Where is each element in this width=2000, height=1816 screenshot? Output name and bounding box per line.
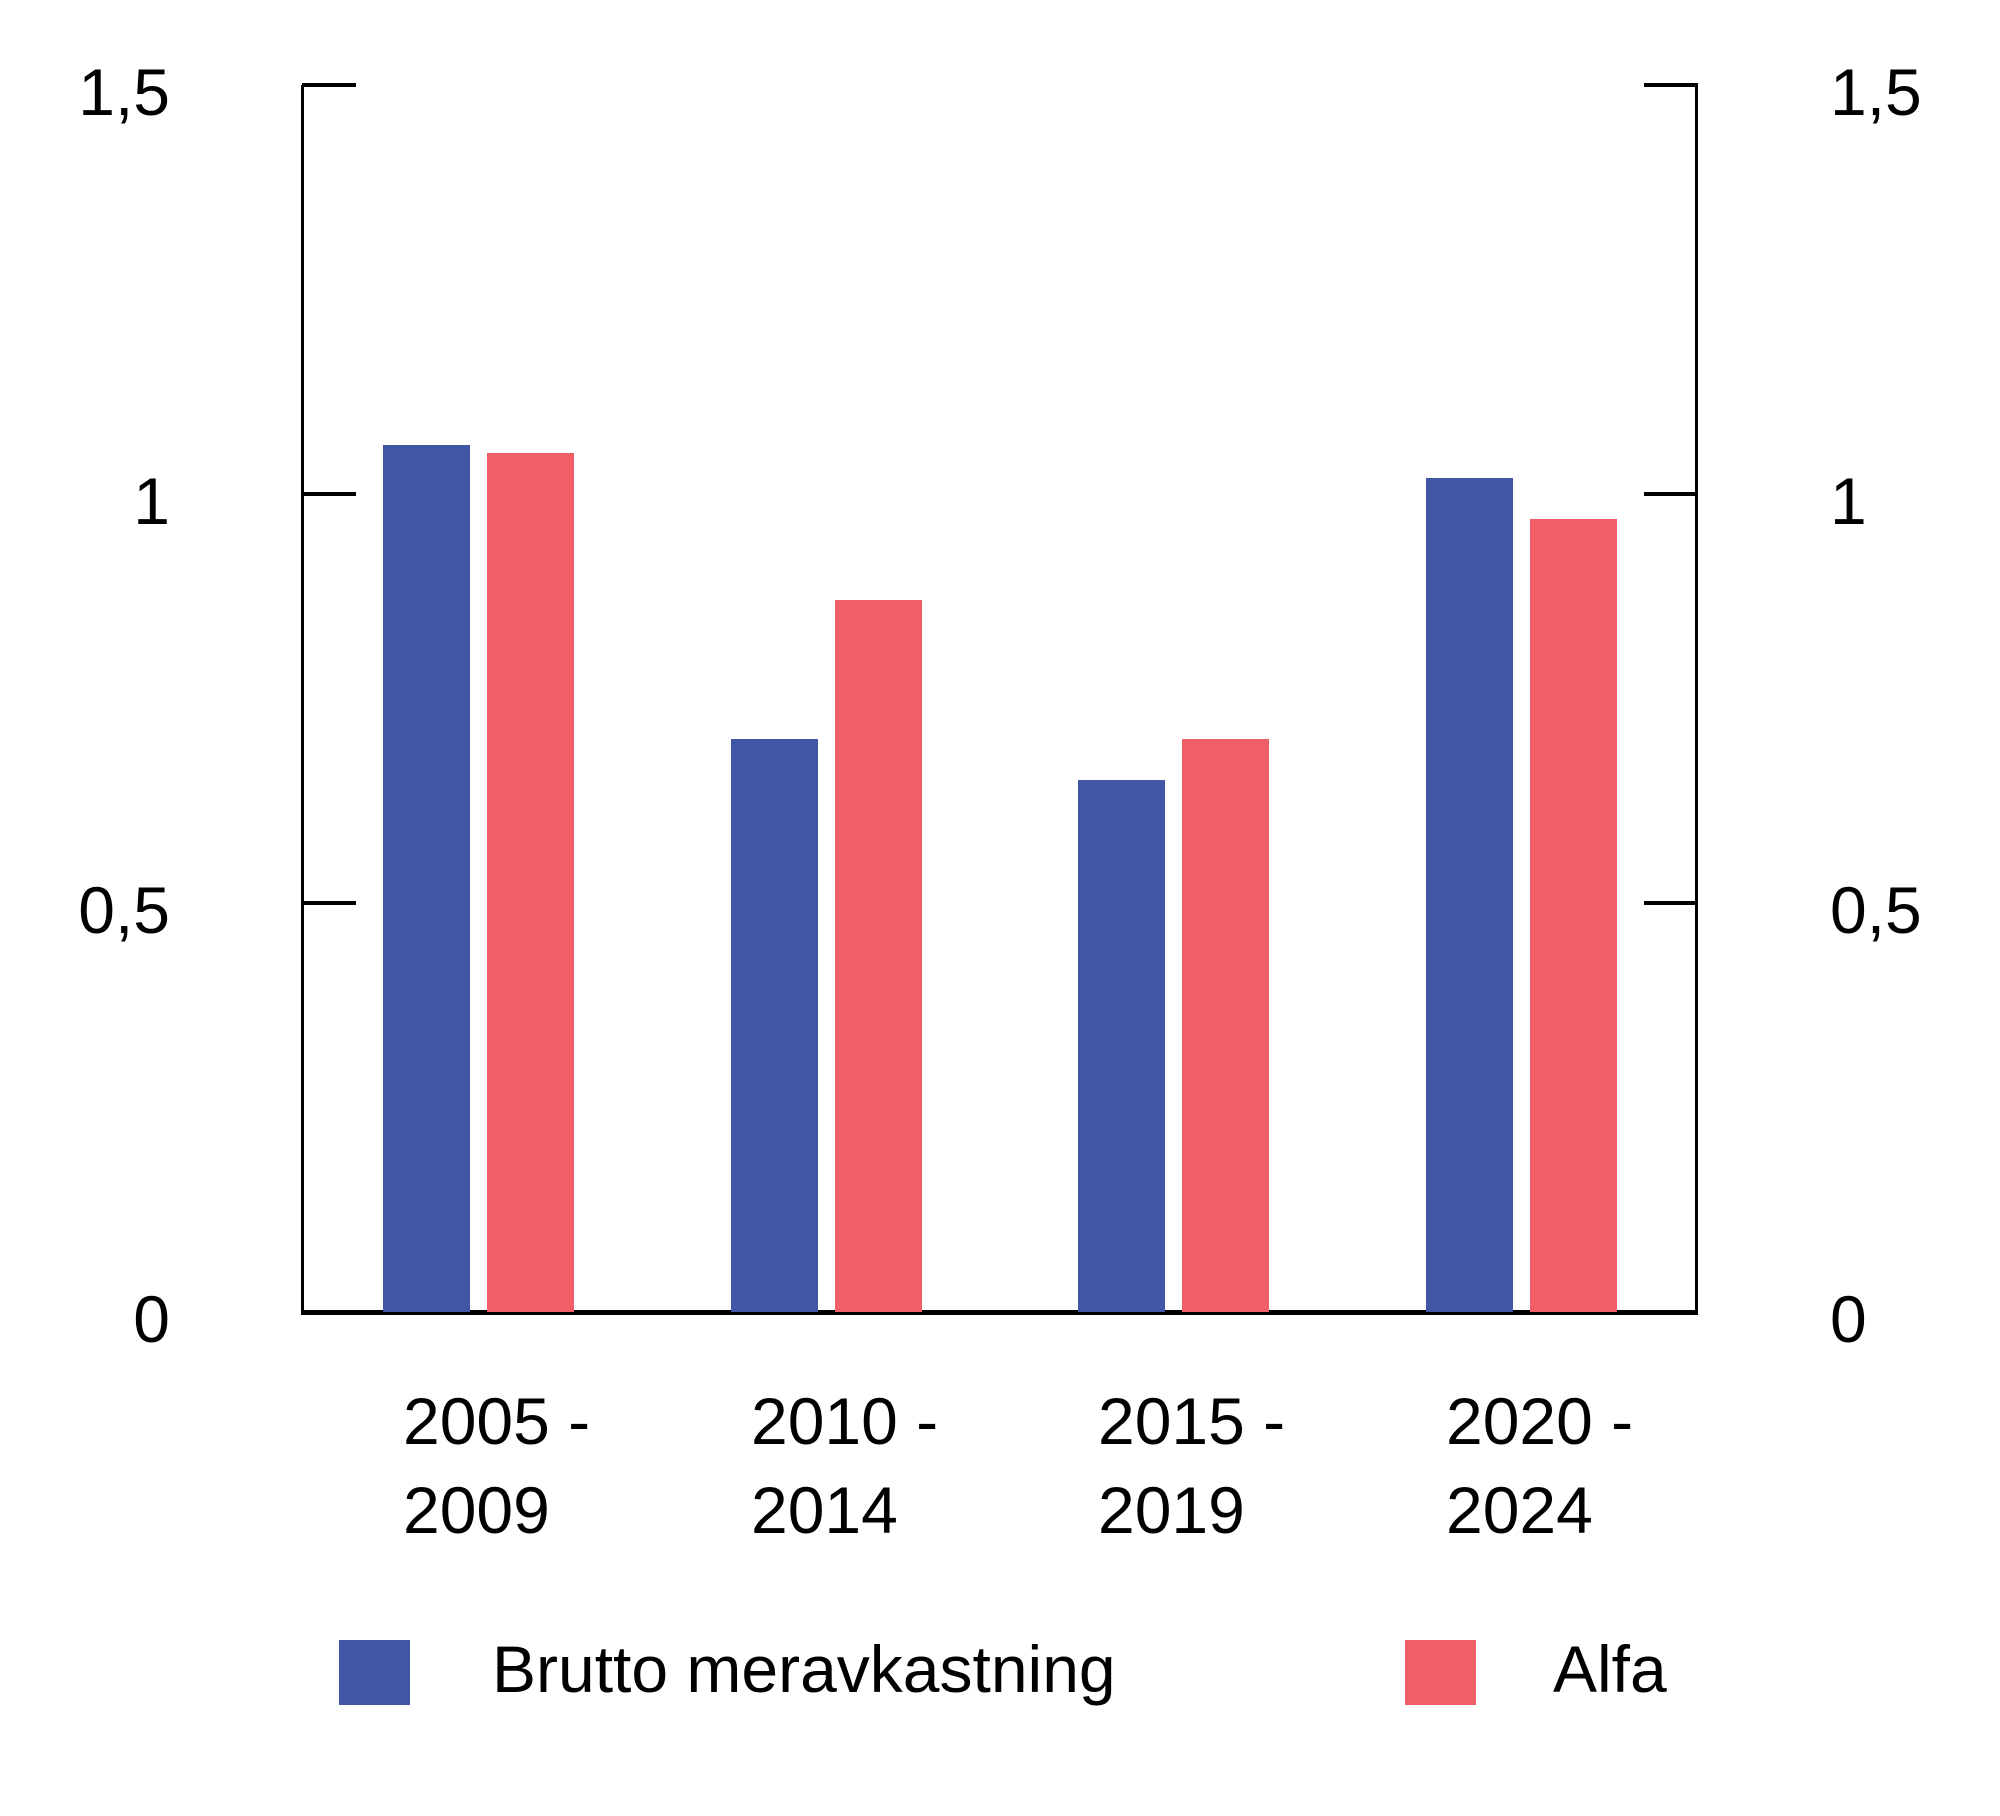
x-category-label-line: 2014 [751,1473,898,1547]
y-tick-right-0,5 [1644,901,1698,905]
y-axis-tick-label-left: 1,5 [78,55,170,129]
y-axis-tick-label-right: 0 [1830,1282,1867,1356]
x-category-label-line: 2005 - [403,1384,591,1458]
y-axis-tick-label-right: 1,5 [1830,55,1922,129]
y-tick-left-0,5 [302,901,356,905]
x-category-label-2015-2019: 2015 - 2019 [1098,1377,1285,1555]
y-axis-tick-label-right: 0,5 [1830,873,1922,947]
y-axis-line-right [1695,85,1698,1312]
bar-alfa-2010-2014 [835,600,922,1312]
x-category-label-2020-2024: 2020 - 2024 [1446,1377,1633,1555]
x-category-label-2005-2009: 2005 - 2009 [403,1377,590,1555]
x-category-label-line: 2010 - [751,1384,939,1458]
bar-brutto-meravkastning-2005-2009 [383,445,470,1312]
bar-brutto-meravkastning-2010-2014 [731,739,818,1312]
bar-alfa-2020-2024 [1530,519,1617,1312]
y-axis-tick-label-right: 1 [1830,464,1867,538]
x-axis-line [301,1310,1698,1315]
x-category-label-line: 2009 [403,1473,550,1547]
y-tick-right-1,5 [1644,83,1698,87]
legend-label-alfa: Alfa [1553,1632,1667,1706]
y-axis-line-left [301,85,304,1312]
bar-brutto-meravkastning-2015-2019 [1078,780,1165,1312]
y-tick-left-1,5 [302,83,356,87]
legend-swatch-alfa [1405,1640,1476,1705]
x-category-label-line: 2015 - [1098,1384,1286,1458]
y-tick-right-1 [1644,492,1698,496]
x-category-label-line: 2019 [1098,1473,1245,1547]
legend-label-brutto-meravkastning: Brutto meravkastning [492,1632,1116,1706]
y-axis-tick-label-left: 0,5 [78,873,170,947]
bar-alfa-2005-2009 [487,453,574,1312]
bar-brutto-meravkastning-2020-2024 [1426,478,1513,1312]
y-axis-tick-label-left: 1 [133,464,170,538]
y-axis-tick-label-left: 0 [133,1282,170,1356]
x-category-label-line: 2020 - [1446,1384,1634,1458]
x-category-label-2010-2014: 2010 - 2014 [751,1377,938,1555]
bar-alfa-2015-2019 [1182,739,1269,1312]
y-tick-left-1 [302,492,356,496]
legend-swatch-brutto-meravkastning [339,1640,410,1705]
x-category-label-line: 2024 [1446,1473,1593,1547]
